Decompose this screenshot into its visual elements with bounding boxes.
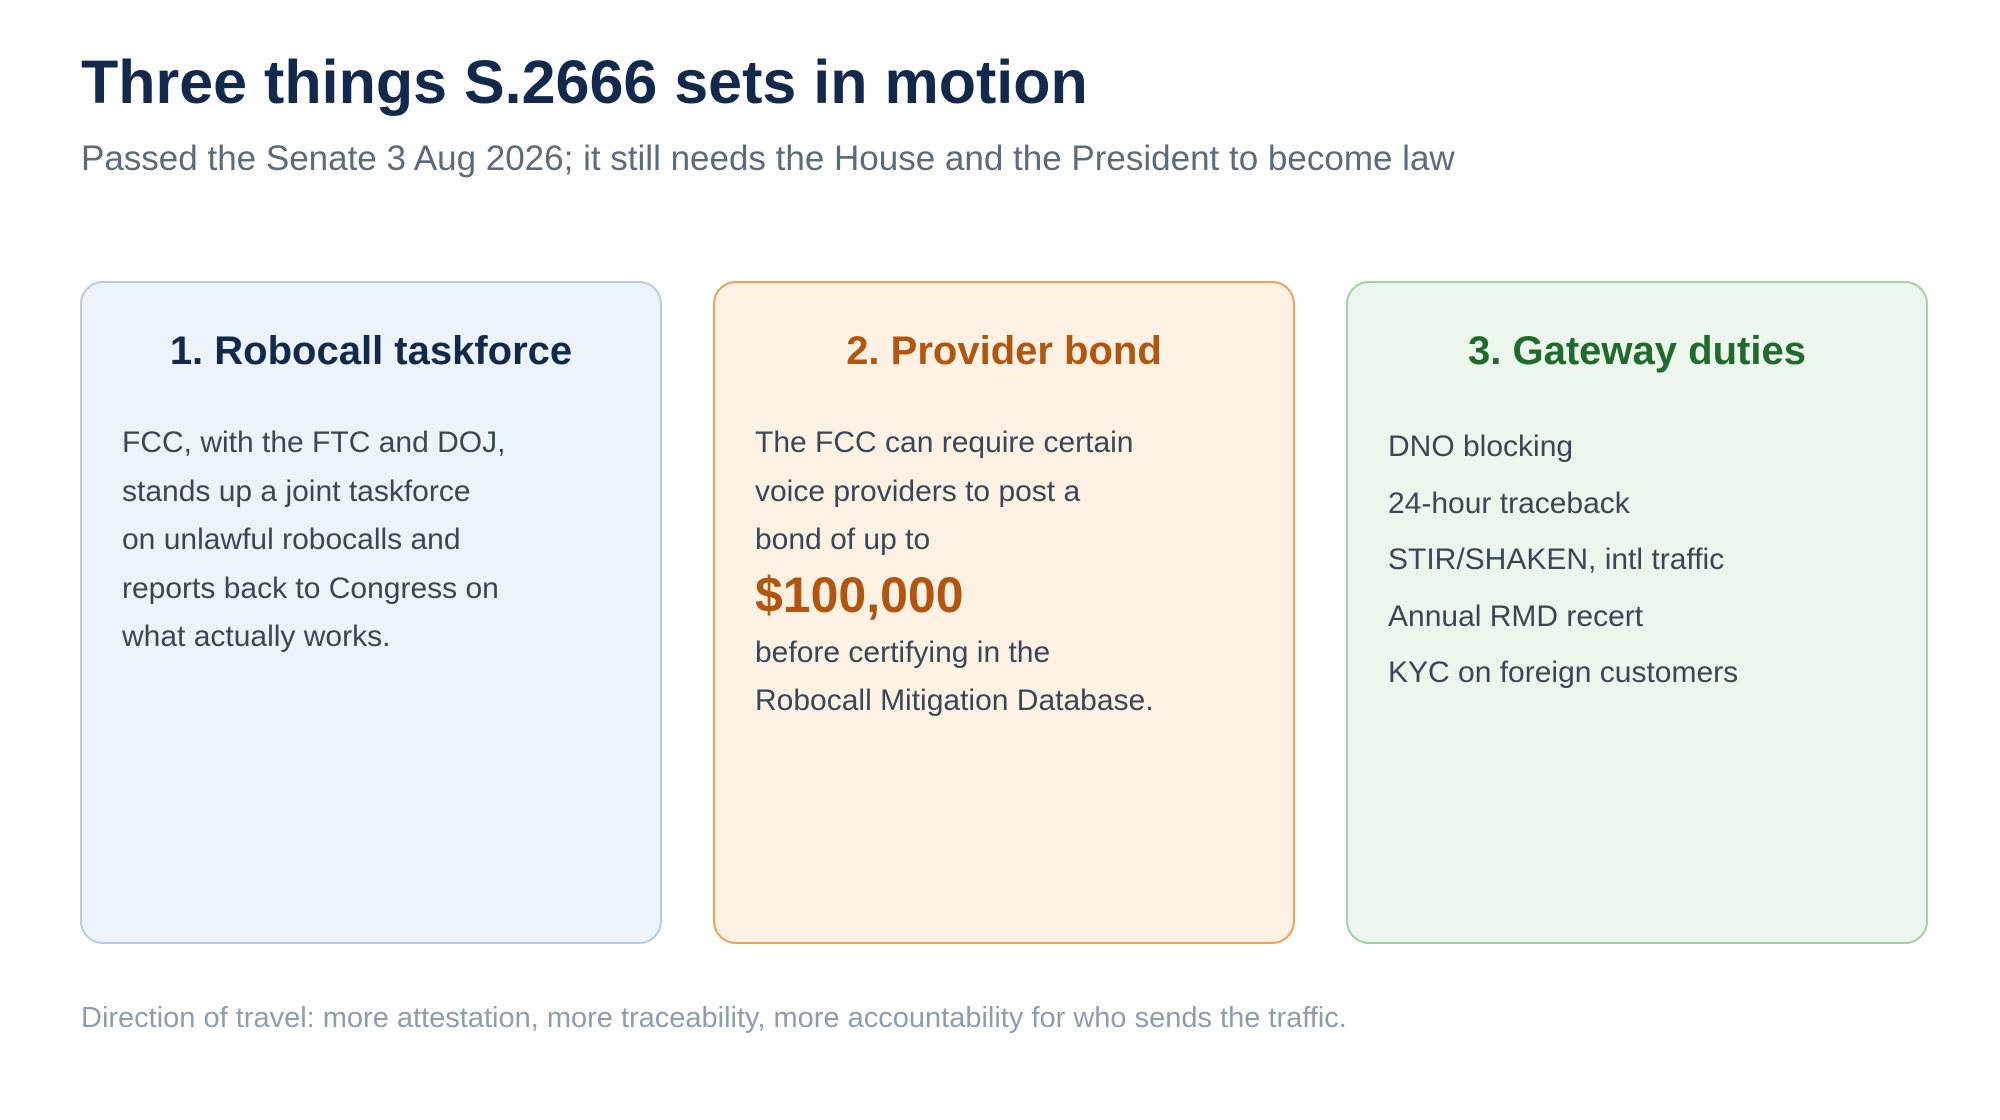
duty-list: DNO blocking 24-hour traceback STIR/SHAK… [1388, 419, 1896, 702]
card-body: The FCC can require certain voice provid… [755, 419, 1263, 726]
card-body: FCC, with the FTC and DOJ, stands up a j… [122, 419, 630, 662]
page-subtitle: Passed the Senate 3 Aug 2026; it still n… [81, 139, 1455, 178]
page-title: Three things S.2666 sets in motion [81, 48, 1088, 116]
card-text-line: bond of up to [755, 523, 931, 556]
card-gateway-duties: 3. Gateway duties DNO blocking 24-hour t… [1346, 281, 1928, 944]
list-item: 24-hour traceback [1388, 486, 1630, 520]
card-title: 2. Provider bond [846, 329, 1162, 373]
list-item: DNO blocking [1388, 430, 1574, 463]
card-text-line: reports back to Congress on [122, 571, 499, 605]
card-robocall-taskforce: 1. Robocall taskforce FCC, with the FTC … [80, 281, 662, 944]
card-title: 1. Robocall taskforce [169, 329, 573, 373]
card-text-line: what actually works. [122, 620, 391, 653]
bond-amount: $100,000 [755, 566, 964, 623]
card-text-line: Robocall Mitigation Database. [755, 684, 1154, 717]
card-text-line: voice providers to post a [755, 474, 1081, 508]
card-text-line: on unlawful robocalls and [122, 523, 461, 556]
list-item: Annual RMD recert [1388, 599, 1644, 633]
list-item: STIR/SHAKEN, intl traffic [1388, 543, 1725, 576]
card-title: 3. Gateway duties [1468, 329, 1806, 373]
list-item: KYC on foreign customers [1388, 656, 1739, 689]
card-text-line: The FCC can require certain [755, 426, 1134, 459]
card-text-line: stands up a joint taskforce [122, 474, 471, 508]
card-provider-bond: 2. Provider bond The FCC can require cer… [713, 281, 1295, 944]
footer-note: Direction of travel: more attestation, m… [81, 1002, 1347, 1034]
card-body: DNO blocking 24-hour traceback STIR/SHAK… [1388, 419, 1896, 702]
card-text-line: before certifying in the [755, 635, 1051, 669]
card-text-line: FCC, with the FTC and DOJ, [122, 426, 506, 459]
